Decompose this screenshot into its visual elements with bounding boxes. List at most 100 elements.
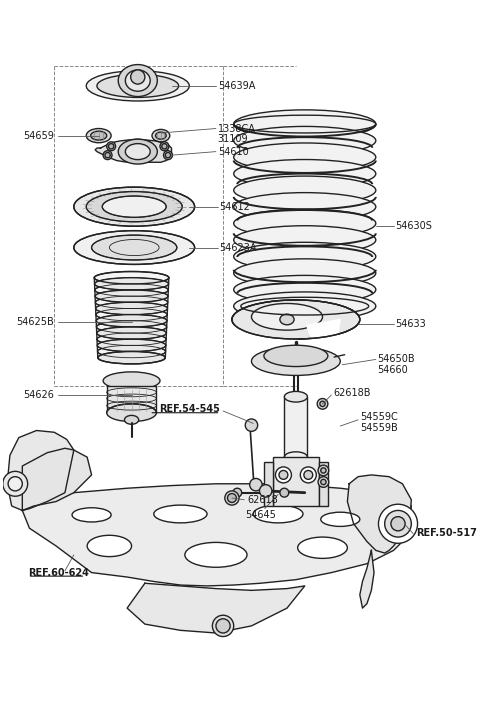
- Ellipse shape: [384, 510, 411, 537]
- Ellipse shape: [185, 542, 247, 567]
- Text: 54623A: 54623A: [219, 243, 257, 253]
- Ellipse shape: [125, 143, 150, 160]
- Ellipse shape: [298, 537, 348, 558]
- Ellipse shape: [96, 327, 167, 339]
- Text: 54559C: 54559C: [360, 413, 397, 422]
- Text: 54645: 54645: [245, 510, 276, 520]
- Ellipse shape: [95, 284, 168, 296]
- Ellipse shape: [94, 271, 169, 284]
- Ellipse shape: [321, 512, 360, 526]
- Ellipse shape: [260, 485, 272, 497]
- Text: 54633: 54633: [396, 319, 426, 329]
- Ellipse shape: [391, 517, 405, 531]
- Ellipse shape: [317, 398, 328, 409]
- Polygon shape: [360, 550, 374, 608]
- Ellipse shape: [8, 476, 22, 491]
- Ellipse shape: [300, 467, 316, 483]
- Ellipse shape: [108, 143, 114, 149]
- Text: 54659: 54659: [24, 131, 54, 141]
- Ellipse shape: [86, 71, 189, 101]
- Ellipse shape: [102, 196, 166, 217]
- Ellipse shape: [131, 70, 145, 84]
- Polygon shape: [22, 484, 411, 586]
- Ellipse shape: [320, 401, 325, 407]
- Ellipse shape: [304, 471, 313, 479]
- Polygon shape: [127, 583, 305, 633]
- Ellipse shape: [97, 75, 179, 97]
- Ellipse shape: [95, 278, 168, 290]
- Ellipse shape: [252, 303, 323, 330]
- Ellipse shape: [86, 129, 111, 143]
- Ellipse shape: [234, 242, 376, 271]
- Bar: [264, 462, 273, 506]
- Ellipse shape: [105, 153, 110, 158]
- Ellipse shape: [107, 142, 116, 151]
- Ellipse shape: [97, 333, 166, 346]
- Ellipse shape: [74, 231, 194, 264]
- Ellipse shape: [321, 468, 326, 473]
- Ellipse shape: [245, 419, 258, 432]
- Ellipse shape: [154, 505, 207, 523]
- Ellipse shape: [234, 176, 376, 204]
- Text: 54610: 54610: [218, 146, 249, 157]
- Text: 54660: 54660: [378, 365, 408, 375]
- Text: REF.60-624: REF.60-624: [28, 567, 88, 578]
- Ellipse shape: [72, 508, 111, 522]
- Text: 1338CA: 1338CA: [218, 124, 255, 133]
- Ellipse shape: [92, 235, 177, 260]
- Ellipse shape: [98, 351, 165, 364]
- Text: 54639A: 54639A: [218, 81, 255, 91]
- Text: 54650B: 54650B: [378, 354, 415, 364]
- Ellipse shape: [232, 300, 360, 339]
- Ellipse shape: [276, 467, 291, 483]
- Polygon shape: [95, 139, 171, 163]
- Ellipse shape: [118, 65, 157, 97]
- Ellipse shape: [321, 479, 326, 485]
- Ellipse shape: [279, 471, 288, 479]
- Ellipse shape: [96, 321, 167, 333]
- Ellipse shape: [234, 226, 376, 254]
- Bar: [107, 386, 156, 413]
- Ellipse shape: [280, 314, 294, 324]
- Ellipse shape: [107, 404, 156, 422]
- Text: 62618: 62618: [247, 495, 278, 505]
- Ellipse shape: [234, 192, 376, 221]
- Ellipse shape: [96, 308, 167, 321]
- Ellipse shape: [74, 187, 194, 226]
- Ellipse shape: [165, 153, 171, 158]
- Text: 54630S: 54630S: [396, 222, 432, 231]
- Ellipse shape: [233, 488, 242, 497]
- Ellipse shape: [234, 110, 376, 138]
- Ellipse shape: [96, 296, 168, 309]
- Ellipse shape: [234, 126, 376, 155]
- Ellipse shape: [162, 143, 167, 149]
- Polygon shape: [348, 475, 411, 553]
- Ellipse shape: [216, 619, 230, 633]
- Text: 31109: 31109: [218, 134, 248, 144]
- Polygon shape: [22, 448, 92, 510]
- Text: 54625B: 54625B: [16, 317, 54, 327]
- Text: REF.50-517: REF.50-517: [416, 528, 477, 537]
- Ellipse shape: [250, 479, 262, 491]
- Ellipse shape: [318, 476, 329, 487]
- Ellipse shape: [156, 132, 166, 139]
- Ellipse shape: [234, 259, 376, 288]
- Ellipse shape: [253, 505, 303, 523]
- Ellipse shape: [87, 535, 132, 557]
- Ellipse shape: [103, 372, 160, 390]
- Ellipse shape: [96, 302, 168, 315]
- Ellipse shape: [97, 339, 166, 351]
- Ellipse shape: [103, 151, 112, 160]
- Polygon shape: [7, 430, 74, 510]
- Ellipse shape: [3, 471, 28, 496]
- Ellipse shape: [234, 160, 376, 188]
- Ellipse shape: [228, 493, 236, 503]
- Bar: [319, 462, 328, 506]
- Ellipse shape: [284, 391, 307, 402]
- Ellipse shape: [378, 504, 418, 543]
- Ellipse shape: [164, 151, 172, 160]
- Ellipse shape: [264, 345, 328, 366]
- Ellipse shape: [252, 347, 340, 376]
- Bar: [273, 457, 319, 506]
- Ellipse shape: [280, 488, 289, 497]
